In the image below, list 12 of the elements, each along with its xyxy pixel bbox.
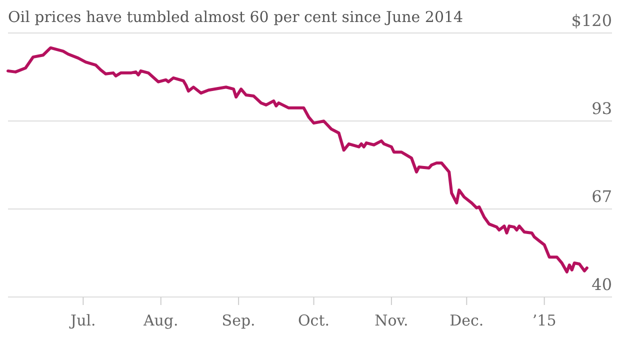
x-tick-label: Oct. <box>298 312 330 330</box>
x-tick-label: Dec. <box>450 312 484 330</box>
y-tick-label: 40 <box>592 275 612 294</box>
chart-title: Oil prices have tumbled almost 60 per cent since June 2014 <box>8 8 464 26</box>
y-tick-label: 67 <box>592 186 612 206</box>
x-tick-label: Aug. <box>142 312 178 330</box>
x-tick-label: ’15 <box>532 312 556 330</box>
x-tick-label: Nov. <box>374 312 408 330</box>
y-tick-label: $120 <box>571 11 612 30</box>
x-tick-label: Jul. <box>68 312 96 330</box>
y-tick-label: 93 <box>592 99 612 118</box>
x-tick-label: Sep. <box>222 312 256 330</box>
